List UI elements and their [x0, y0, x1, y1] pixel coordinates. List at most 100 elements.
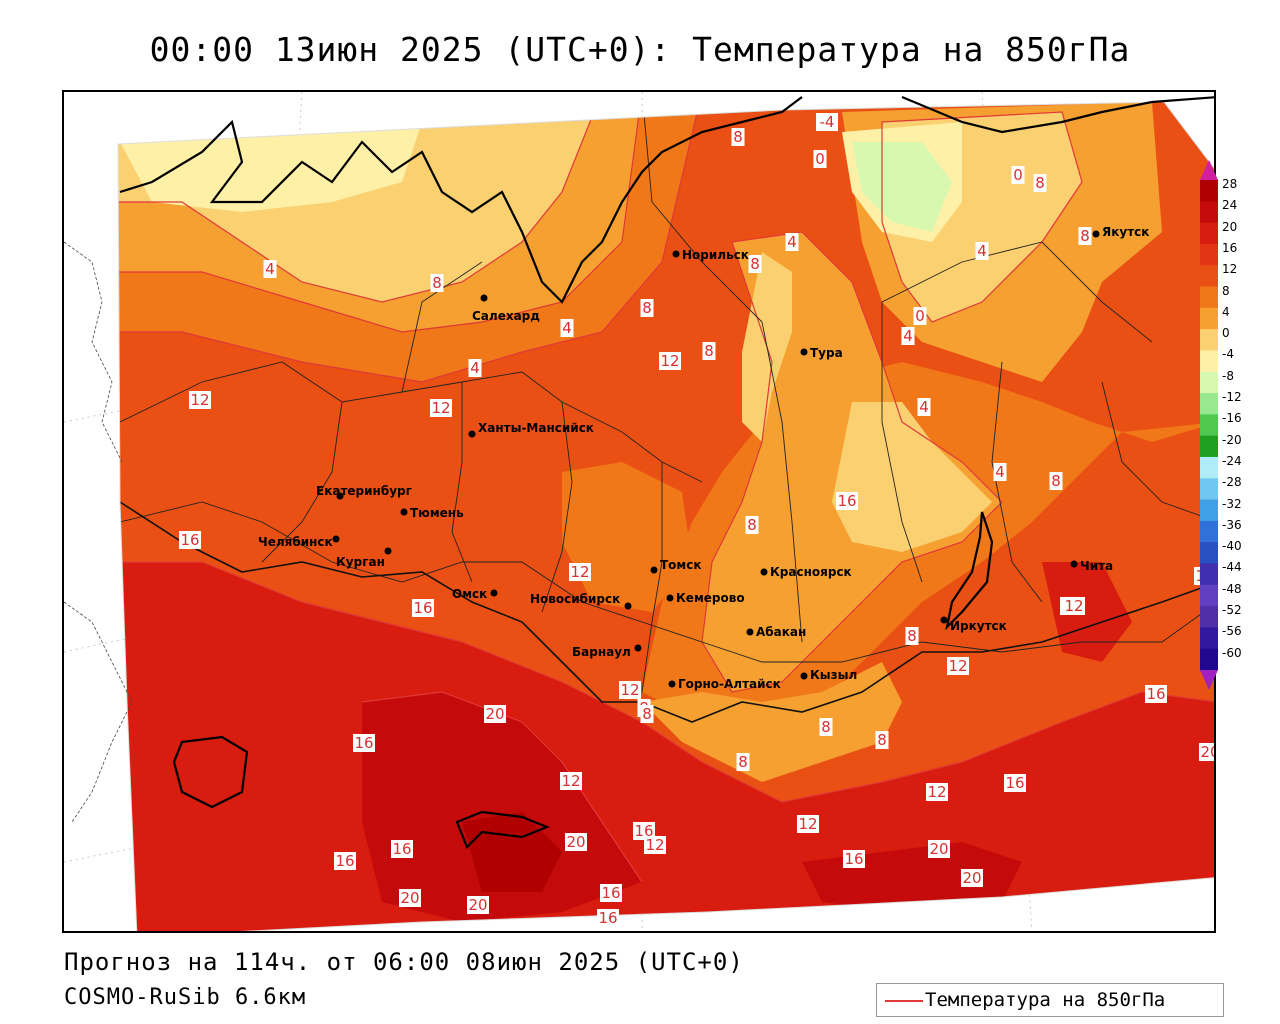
contour-label: 12 — [645, 836, 664, 854]
contour-label-bg — [702, 342, 716, 360]
contour-label: 16 — [1005, 774, 1024, 792]
colorbar-segment — [1200, 393, 1218, 415]
contour-label-bg — [905, 627, 919, 645]
colorbar-tick-label: -56 — [1222, 624, 1242, 639]
legend: Температура на 850гПа — [876, 983, 1224, 1017]
city-dot — [468, 430, 476, 438]
contour-label: 4 — [977, 242, 987, 260]
contour-label-bg — [819, 718, 833, 736]
colorbar-tick-label: -4 — [1222, 347, 1234, 362]
forecast-info: Прогноз на 114ч. от 06:00 08июн 2025 (UT… — [64, 948, 744, 976]
contour-label-bg — [1004, 774, 1026, 792]
colorbar-segment — [1200, 307, 1218, 330]
contour-label-bg — [640, 299, 654, 317]
contour-label: 4 — [919, 398, 929, 416]
city-label: Красноярск — [770, 565, 852, 579]
contour-label-bg — [1011, 166, 1025, 184]
city-dot — [668, 680, 676, 688]
legend-line-swatch — [885, 1000, 923, 1002]
city-markers: Норильск Якутск Салехард Тура Ханты-Мансийск… — [258, 225, 1149, 691]
contour-label-bg — [189, 391, 211, 409]
city-label: Горно-Алтайск — [678, 677, 781, 691]
contour-label-bg — [947, 657, 969, 675]
contour-label: 20 — [566, 833, 585, 851]
city-dot — [940, 616, 948, 624]
colorbar-segment — [1200, 542, 1218, 564]
map-title: 00:00 13июн 2025 (UTC+0): Температура на… — [149, 30, 1131, 69]
contour-label: 0 — [915, 307, 925, 325]
colorbar-tick-label: -40 — [1222, 539, 1242, 554]
contour-label: 4 — [562, 319, 572, 337]
contour-label-bg — [975, 242, 989, 260]
colorbar-tick-label: 12 — [1222, 262, 1238, 277]
contour-label-bg — [928, 840, 950, 858]
city-label: Омск — [452, 587, 487, 601]
contour-label-bg — [644, 836, 666, 854]
contour-label-bg — [468, 359, 482, 377]
contour-label-bg — [1049, 472, 1063, 490]
contour-label-bg — [1078, 227, 1092, 245]
colorbar-tick-label: -16 — [1222, 411, 1242, 426]
temperature-colorbar — [1200, 160, 1218, 690]
colorbar-segment — [1200, 350, 1218, 373]
colorbar-tick-label: -48 — [1222, 581, 1242, 596]
contour-label: 16 — [413, 599, 432, 617]
contour-label-bg — [484, 705, 506, 723]
city-label: Челябинск — [258, 535, 333, 549]
city-label: Норильск — [682, 248, 749, 262]
colorbar-segment — [1200, 606, 1218, 628]
contour-label: 20 — [485, 705, 504, 723]
colorbar-tick-label: 8 — [1222, 283, 1230, 298]
city-dot — [800, 348, 808, 356]
contour-label: 8 — [1080, 227, 1090, 245]
contour-label-bg — [731, 128, 745, 146]
contour-label-bg — [1033, 174, 1047, 192]
colorbar-min-arrow — [1200, 670, 1218, 690]
admin-boundaries — [119, 102, 1214, 693]
colorbar-tick-label: 20 — [1222, 219, 1238, 234]
contour-label-bg — [430, 399, 452, 417]
city-label: Чита — [1080, 559, 1113, 573]
contour-label-bg — [913, 307, 927, 325]
city-dot — [634, 644, 642, 652]
contour-label: 4 — [903, 327, 913, 345]
city-label: Курган — [336, 555, 385, 569]
contour-label-bg — [640, 705, 654, 723]
contour-label-bg — [560, 319, 574, 337]
city-dot — [624, 602, 632, 610]
colorbar-segment — [1200, 563, 1218, 586]
contour-label: 20 — [929, 840, 948, 858]
city-label: Иркутск — [950, 619, 1007, 633]
contour-label: 16 — [844, 850, 863, 868]
contour-label-bg — [736, 753, 750, 771]
contour-label: 16 — [634, 822, 653, 840]
contour-label: 16 — [837, 492, 856, 510]
colorbar-tick-label: -36 — [1222, 517, 1242, 532]
city-dot — [760, 568, 768, 576]
city-label: Якутск — [1102, 225, 1149, 239]
colorbar-tick-label: -52 — [1222, 603, 1242, 618]
temperature-field — [118, 102, 1214, 931]
city-label: Кызыл — [810, 668, 857, 682]
contour-label-bg — [399, 889, 421, 907]
colorbar-segment — [1200, 265, 1218, 288]
contour-label-bg — [1199, 743, 1214, 761]
colorbar-tick-label: -24 — [1222, 453, 1242, 468]
city-label: Барнаул — [572, 645, 631, 659]
city-dot — [1070, 560, 1078, 568]
contour-label-bg — [597, 909, 619, 927]
band-8-12 — [118, 102, 1214, 722]
colorbar-segment — [1200, 222, 1218, 245]
contour-label: 4 — [787, 233, 797, 251]
model-name: COSMO-RuSib 6.6км — [64, 985, 307, 1010]
contour-label: 16 — [598, 909, 617, 927]
contour-label-bg — [467, 896, 489, 914]
contour-label-bg — [785, 233, 799, 251]
city-label: Абакан — [756, 625, 806, 639]
legend-label: Температура на 850гПа — [925, 989, 1166, 1011]
colorbar-segment — [1200, 456, 1218, 479]
city-dot — [650, 566, 658, 574]
contour-label: 8 — [704, 342, 714, 360]
contour-label: 20 — [400, 889, 419, 907]
city-label: Ханты-Мансийск — [478, 421, 594, 435]
